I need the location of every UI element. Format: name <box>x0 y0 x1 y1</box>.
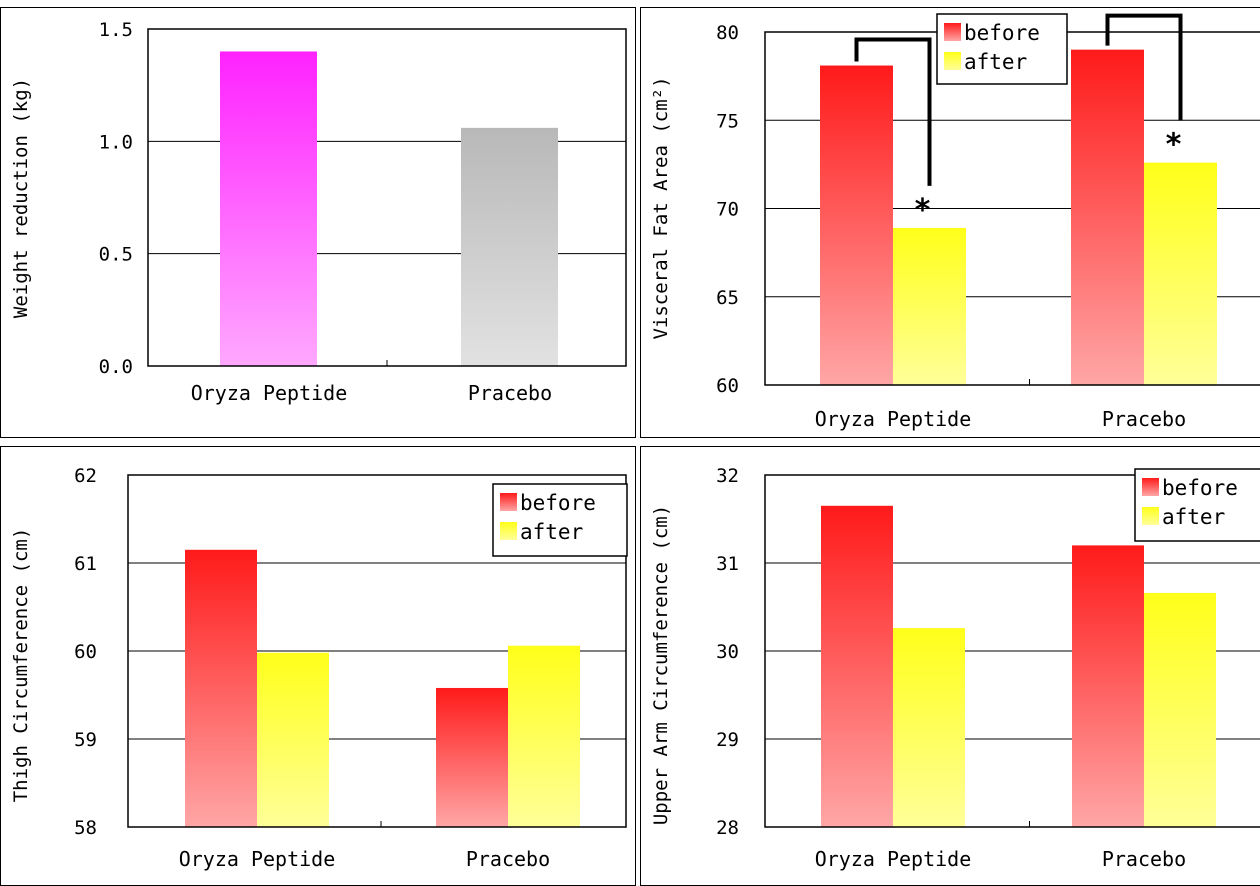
legend-swatch-before <box>944 23 961 41</box>
bar-after-pracebo <box>1144 162 1217 385</box>
y-tick-label: 60 <box>716 375 739 397</box>
plot-area <box>764 474 1260 828</box>
y-tick-label: 60 <box>74 641 97 663</box>
legend-label-after: after <box>520 520 583 544</box>
plot-area <box>127 474 627 828</box>
legend-swatch-before <box>500 493 517 511</box>
bar-before-pracebo <box>436 687 508 827</box>
bar-after-oryza-peptide <box>893 628 965 827</box>
legend-swatch-after <box>500 522 517 540</box>
bar-before-oryza-peptide <box>821 505 893 827</box>
y-tick-label: 70 <box>716 199 739 221</box>
bar-before-oryza-peptide <box>820 65 893 385</box>
legend-label-before: before <box>964 21 1040 45</box>
category-label: Oryza Peptide <box>191 381 348 405</box>
upper-arm-circumference-chart: 28 29 30 31 32 Oryza Peptide Pracebo Upper Arm … <box>650 465 1260 871</box>
y-tick-label: 80 <box>716 22 739 44</box>
y-tick-label: 0.0 <box>99 356 133 378</box>
upper-arm-circumference-panel: 28 29 30 31 32 Oryza Peptide Pracebo Upper Arm … <box>640 446 1260 886</box>
y-tick-label: 0.5 <box>99 244 133 266</box>
bar-before-pracebo <box>1072 545 1144 827</box>
y-tick-label: 28 <box>716 817 739 839</box>
legend-swatch-before <box>1142 478 1159 496</box>
legend-label-after: after <box>1162 505 1225 529</box>
y-tick-label: 75 <box>716 110 739 132</box>
bar-after-oryza-peptide <box>257 652 329 827</box>
visceral-fat-panel: 60 65 70 75 80 Oryza Peptide Pracebo Visceral F… <box>640 7 1260 438</box>
bar-after-pracebo <box>508 645 580 827</box>
bar-value-pracebo <box>461 127 558 366</box>
significance-marker: * <box>913 193 931 228</box>
bar-after-pracebo <box>1144 592 1216 827</box>
bar-after-oryza-peptide <box>893 227 966 385</box>
y-tick-label: 59 <box>74 729 97 751</box>
y-tick-label: 31 <box>716 553 739 575</box>
y-tick-label: 32 <box>716 465 739 487</box>
category-label: Oryza Peptide <box>179 847 336 871</box>
thigh-circumference-chart: 58 59 60 61 62 Oryza Peptide Pracebo Thigh Circ… <box>10 465 628 871</box>
weight-reduction-panel: 0.0 0.5 1.0 1.5 Oryza Peptide Pracebo Weight r… <box>0 7 636 438</box>
thigh-circumference-panel: 58 59 60 61 62 Oryza Peptide Pracebo Thigh Circ… <box>0 446 636 886</box>
y-tick-label: 1.5 <box>99 19 133 41</box>
significance-bracket <box>854 37 932 186</box>
visceral-fat-chart: 60 65 70 75 80 Oryza Peptide Pracebo Visceral F… <box>650 13 1260 431</box>
bar-value-oryza-peptide <box>220 51 317 366</box>
y-tick-label: 1.0 <box>99 131 133 153</box>
y-axis-label: Weight reduction (kg) <box>10 78 32 318</box>
legend-label-before: before <box>520 491 596 515</box>
y-axis-label: Visceral Fat Area (cm²) <box>650 76 672 339</box>
legend-label-after: after <box>964 50 1027 74</box>
y-tick-label: 62 <box>74 465 97 487</box>
y-axis-label: Upper Arm Circumference (cm) <box>650 505 672 825</box>
bar-before-oryza-peptide <box>185 549 257 827</box>
significance-bracket <box>1105 13 1183 121</box>
legend-swatch-after <box>944 52 961 70</box>
y-tick-label: 30 <box>716 641 739 663</box>
category-label: Pracebo <box>468 381 552 405</box>
category-label: Pracebo <box>1102 407 1186 431</box>
y-axis-label: Thigh Circumference (cm) <box>10 528 32 803</box>
bar-before-pracebo <box>1071 49 1144 386</box>
y-tick-label: 29 <box>716 729 739 751</box>
legend-swatch-after <box>1142 507 1159 525</box>
significance-marker: * <box>1164 128 1182 163</box>
weight-reduction-chart: 0.0 0.5 1.0 1.5 Oryza Peptide Pracebo Weight r… <box>10 19 627 405</box>
legend <box>936 13 1068 85</box>
category-label: Pracebo <box>1102 847 1186 871</box>
y-tick-label: 65 <box>716 287 739 309</box>
legend-label-before: before <box>1162 476 1238 500</box>
category-label: Oryza Peptide <box>815 407 972 431</box>
category-label: Oryza Peptide <box>815 847 972 871</box>
y-tick-label: 61 <box>74 553 97 575</box>
category-label: Pracebo <box>466 847 550 871</box>
y-tick-label: 58 <box>74 817 97 839</box>
